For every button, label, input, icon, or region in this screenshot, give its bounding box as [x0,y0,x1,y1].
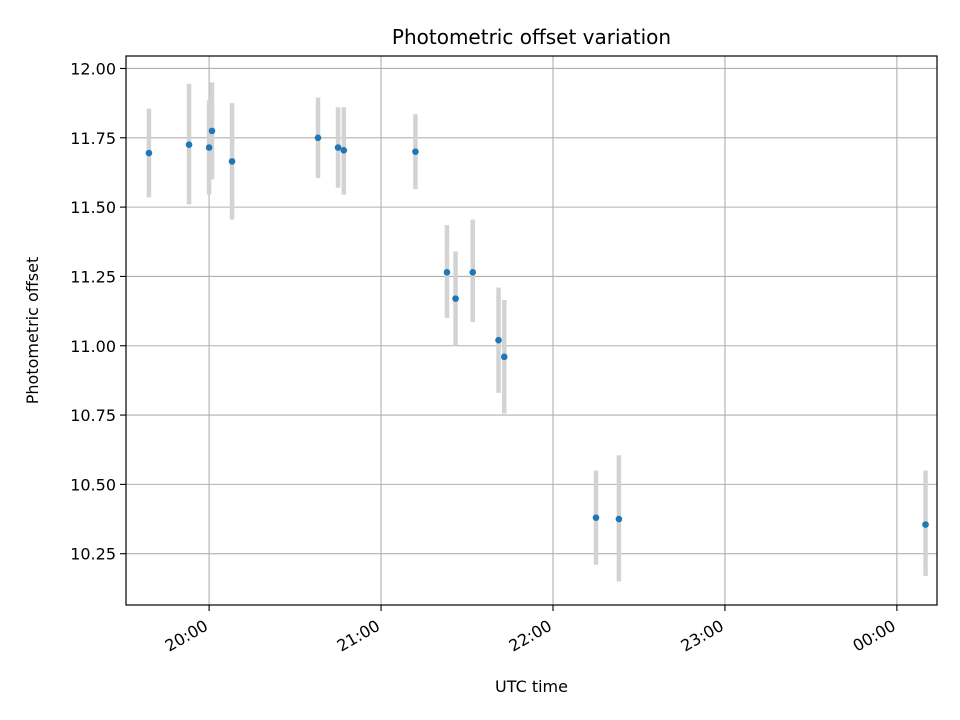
y-tick-label: 11.25 [70,267,116,286]
data-point [314,134,322,142]
data-points [145,127,929,528]
x-tick-label: 21:00 [334,616,383,656]
data-point [340,146,348,154]
y-axis-label: Photometric offset [23,257,42,405]
data-point [495,336,502,344]
data-point [334,144,342,151]
error-bars [146,82,928,582]
x-tick-label: 22:00 [506,616,555,656]
data-point [615,515,623,523]
x-axis-label: UTC time [495,677,568,696]
y-axis-ticks: 10.25 10.50 10.75 11.00 11.25 11.50 11.75 12.00 [70,59,126,564]
data-point [208,127,216,135]
x-axis-ticks: 20:00 21:00 22:00 23:00 00:00 [162,605,899,656]
data-point [452,295,459,302]
data-point [185,141,193,149]
y-tick-label: 11.00 [70,337,116,356]
y-tick-label: 11.75 [70,129,116,148]
y-tick-label: 10.75 [70,406,116,425]
data-point [205,144,213,151]
y-tick-label: 10.50 [70,475,116,494]
x-tick-label: 00:00 [849,616,898,656]
data-point [592,514,600,521]
y-tick-label: 10.25 [70,545,116,564]
y-tick-label: 12.00 [70,59,116,78]
x-tick-label: 20:00 [162,616,211,656]
data-point [500,353,508,361]
y-tick-label: 11.50 [70,198,116,217]
data-point [443,268,451,276]
plot-frame [125,55,938,606]
grid [126,56,937,605]
data-point [469,268,477,276]
chart-title: Photometric offset variation [392,25,671,49]
data-point [412,148,419,155]
data-point [145,149,153,157]
data-point [228,158,236,165]
x-tick-label: 23:00 [678,616,727,656]
data-point [922,521,929,528]
